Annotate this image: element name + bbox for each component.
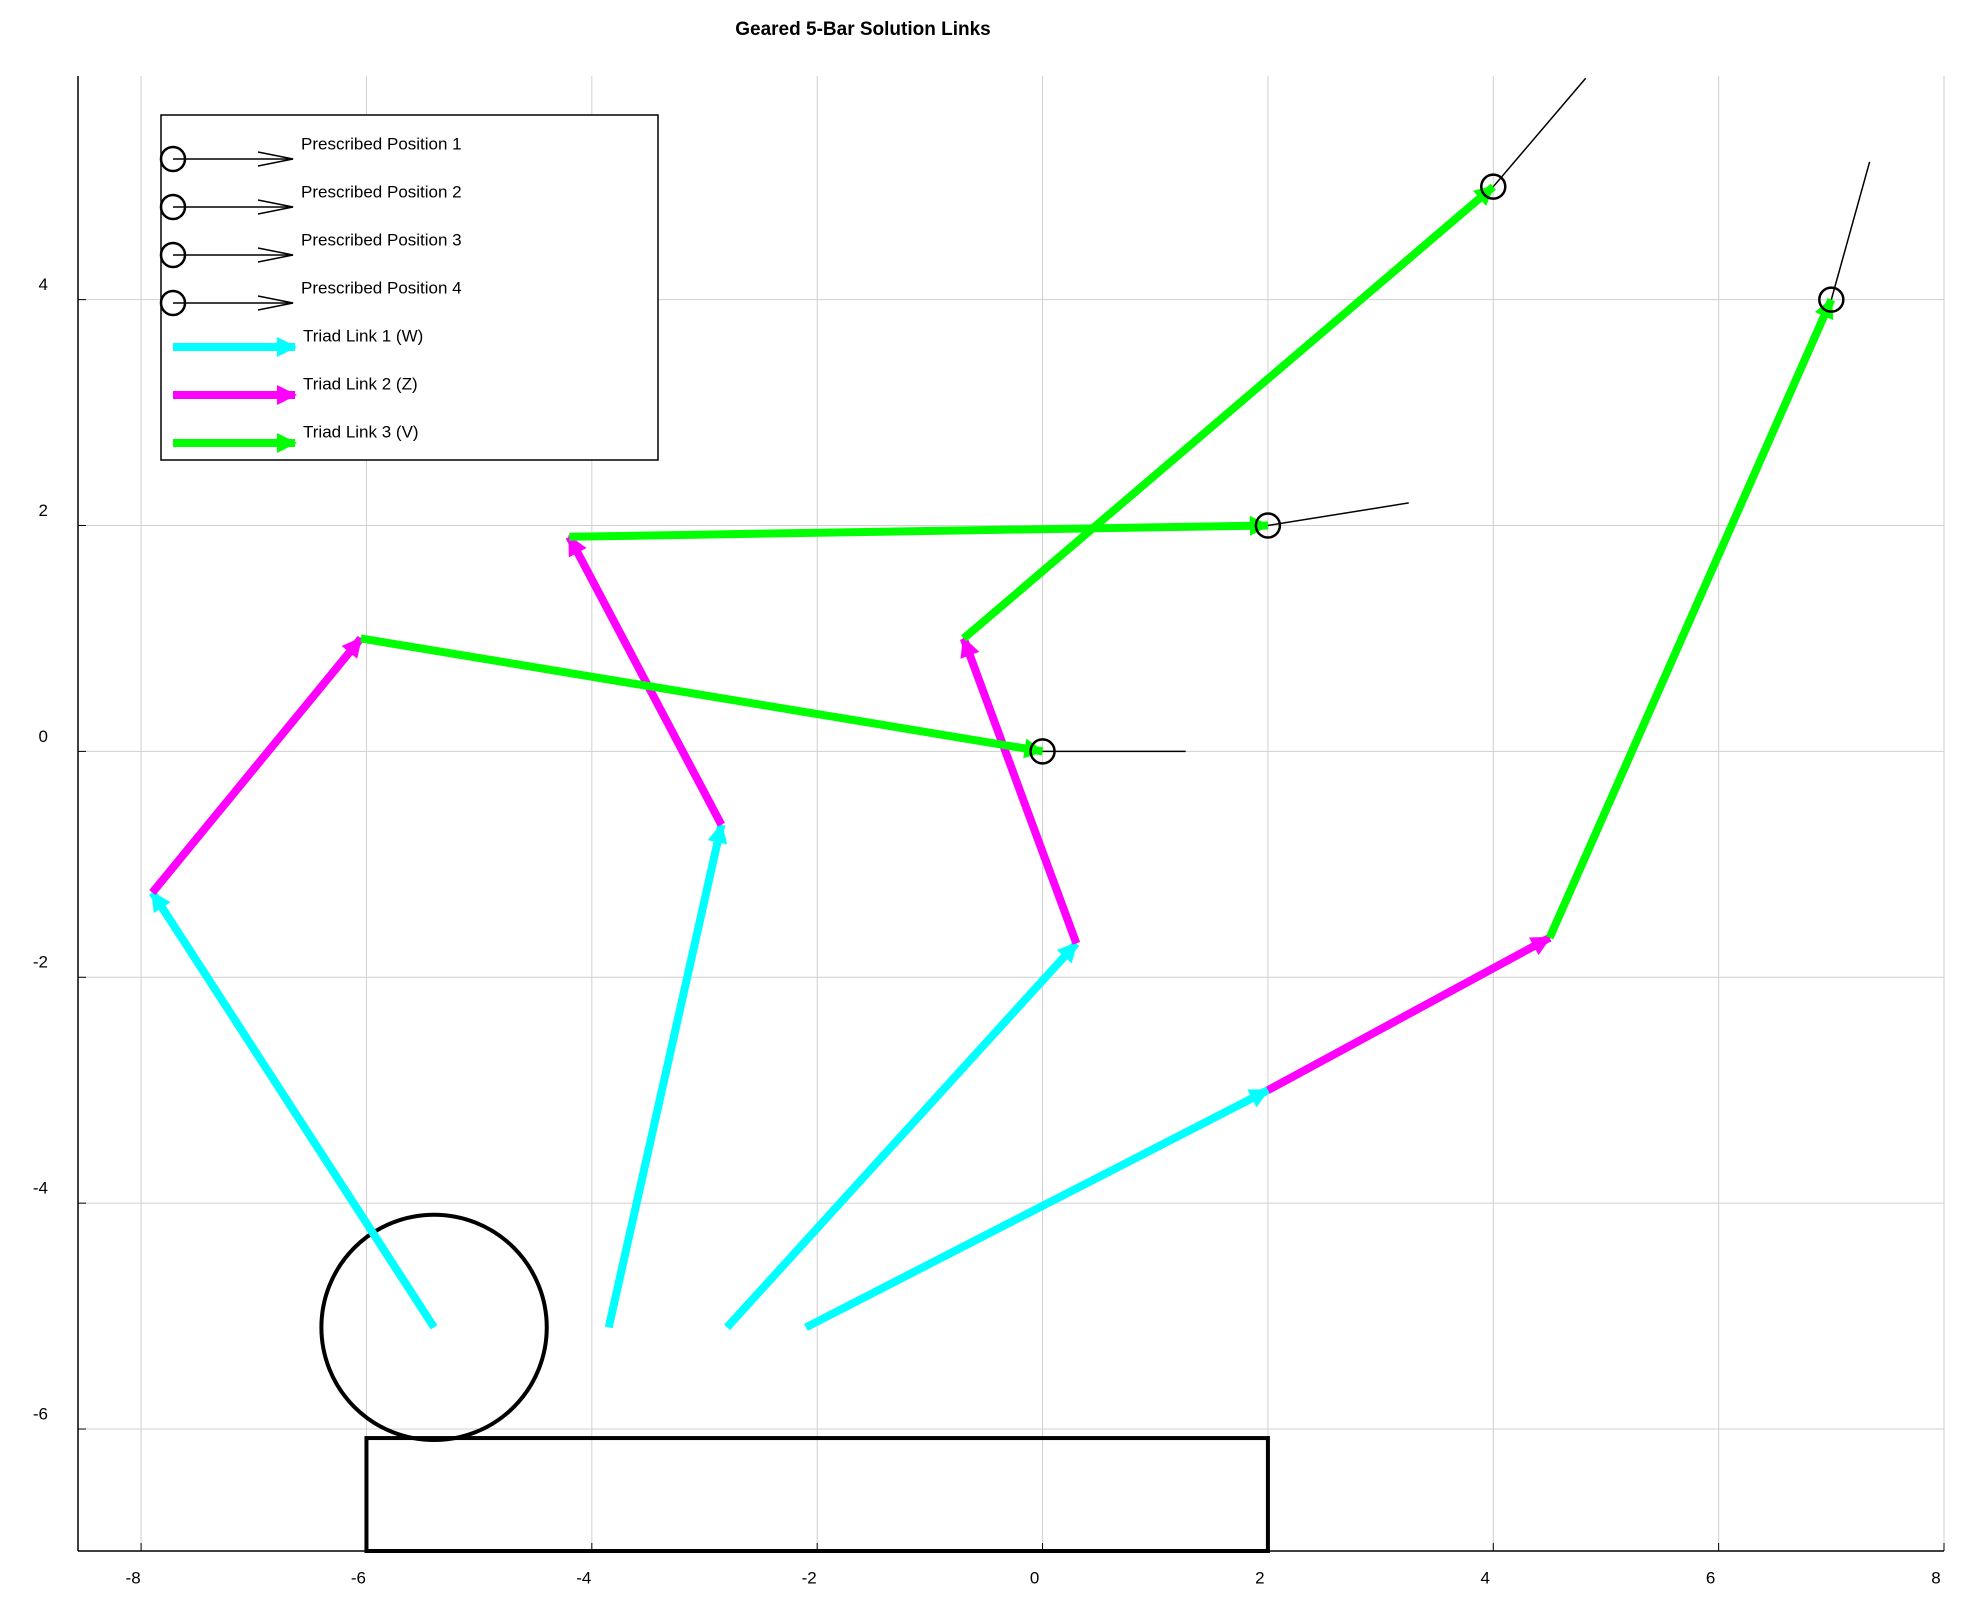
link-arrow <box>959 636 1081 945</box>
position-direction <box>1267 502 1409 527</box>
position-direction <box>1830 161 1871 300</box>
x-tick-label: 0 <box>1030 1568 1039 1587</box>
link-arrow <box>149 890 438 1330</box>
legend-marker <box>257 199 294 215</box>
link-arrow <box>961 183 1496 642</box>
link-arrow <box>1545 297 1835 940</box>
position-point <box>1818 286 1845 313</box>
link-arrow <box>724 940 1080 1331</box>
legend-box <box>160 114 659 461</box>
link-arrow <box>569 515 1270 541</box>
legend-label: Triad Link 2 (Z) <box>303 374 418 393</box>
link-arrow <box>360 634 1045 759</box>
link-arrow <box>1266 934 1552 1094</box>
legend-marker <box>257 247 294 263</box>
x-tick-label: 6 <box>1706 1568 1715 1587</box>
legend-label: Triad Link 1 (W) <box>303 326 423 345</box>
link-arrow <box>565 534 725 827</box>
legend-label: Prescribed Position 3 <box>301 230 462 249</box>
link-arrow <box>604 822 728 1329</box>
y-tick-label: -4 <box>33 1179 48 1198</box>
x-tick-label: 4 <box>1481 1568 1490 1587</box>
legend-label: Prescribed Position 4 <box>301 278 462 297</box>
legend-label: Triad Link 3 (V) <box>303 422 419 441</box>
position-point <box>1254 512 1282 539</box>
link-arrow <box>149 635 364 896</box>
legend-label: Prescribed Position 2 <box>301 182 462 201</box>
legend-marker <box>257 295 294 311</box>
position-direction <box>1492 77 1587 188</box>
x-tick-label: 2 <box>1255 1568 1264 1587</box>
chart-title: Geared 5-Bar Solution Links <box>735 19 991 40</box>
y-tick-label: -2 <box>33 953 48 972</box>
y-tick-label: -6 <box>33 1405 48 1424</box>
x-tick-label: -2 <box>802 1568 817 1587</box>
position-point <box>1029 738 1056 765</box>
legend-marker <box>257 151 294 167</box>
y-tick-label: 4 <box>39 275 48 294</box>
x-tick-label: -6 <box>351 1568 366 1587</box>
x-tick-label: 8 <box>1931 1568 1940 1587</box>
base <box>364 1436 1270 1553</box>
x-tick-label: -4 <box>576 1568 591 1587</box>
link-arrow <box>804 1086 1270 1331</box>
position-point <box>1480 173 1507 200</box>
legend-label: Prescribed Position 1 <box>301 134 462 153</box>
x-tick-label: -8 <box>126 1568 141 1587</box>
y-tick-label: 0 <box>39 727 48 746</box>
y-tick-label: 2 <box>39 501 48 520</box>
